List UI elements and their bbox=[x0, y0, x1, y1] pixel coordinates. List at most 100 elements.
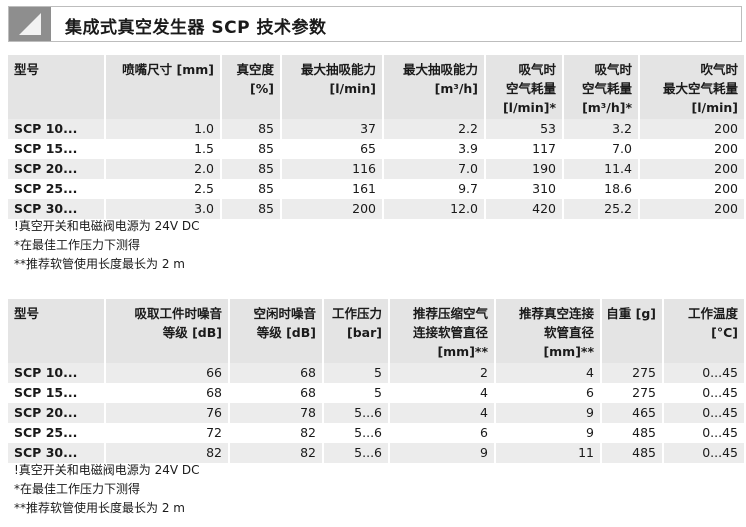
value-cell: 68 bbox=[230, 363, 324, 383]
table-row: SCP 25... 72 82 5...6 6 9 485 0...45 bbox=[8, 423, 744, 443]
value-cell: 0...45 bbox=[664, 443, 744, 463]
table-row: SCP 20... 76 78 5...6 4 9 465 0...45 bbox=[8, 403, 744, 423]
column-header-line: 吸气时 bbox=[518, 62, 556, 77]
column-header-line: [mm]** bbox=[543, 344, 594, 359]
column-header-line: 吸气时 bbox=[594, 62, 632, 77]
value-cell: 5...6 bbox=[324, 443, 390, 463]
value-cell: 200 bbox=[714, 141, 738, 156]
column-header: 型号 bbox=[8, 299, 106, 363]
model-cell: SCP 20... bbox=[8, 403, 106, 423]
column-header-line: 推荐压缩空气 bbox=[412, 306, 488, 321]
column-header: 吸取工件时噪音 等级 [dB] bbox=[106, 299, 230, 363]
value-cell: 78 bbox=[230, 403, 324, 423]
value-cell: 85 bbox=[222, 179, 282, 199]
table-row: SCP 15... 68 68 5 4 6 275 0...45 bbox=[8, 383, 744, 403]
column-header: 型号 bbox=[8, 55, 106, 119]
footnote: *在最佳工作压力下测得 bbox=[14, 238, 141, 252]
column-header-line: 自重 [g] bbox=[606, 306, 656, 321]
column-header-line: [m³/h] bbox=[434, 81, 478, 96]
value-cell: 0...45 bbox=[664, 403, 744, 423]
column-header-line: [l/min]* bbox=[502, 100, 556, 115]
column-header: 推荐真空连接软管直径 [mm]** bbox=[496, 299, 602, 363]
value-cell: 200 bbox=[282, 199, 384, 219]
value-cell: 3.9 bbox=[384, 139, 486, 159]
value-cell: 9 bbox=[496, 403, 602, 423]
column-header-line: 等级 [dB] bbox=[256, 325, 316, 340]
column-header-line: 型号 bbox=[14, 306, 40, 321]
value-cell: 82 bbox=[230, 423, 324, 443]
column-header-line: 软管直径 bbox=[543, 325, 594, 340]
value-cell: 465 bbox=[602, 403, 664, 423]
value-cell: 310 bbox=[486, 179, 564, 199]
value-cell: 2.2 bbox=[384, 119, 486, 139]
value-cell: 485 bbox=[602, 423, 664, 443]
table-row: SCP 20... 2.0 85 116 7.0 190 11.4 200 bbox=[8, 159, 744, 179]
column-header-line: 空闲时噪音 bbox=[253, 306, 316, 321]
column-header-line: 最大抽吸能力 bbox=[300, 62, 376, 77]
value-cell: 5...6 bbox=[324, 423, 390, 443]
value-cell: 5 bbox=[324, 363, 390, 383]
page-header: 集成式真空发生器 SCP 技术参数 bbox=[8, 6, 742, 42]
value-cell: 1.5 bbox=[106, 139, 222, 159]
value-cell: 2 bbox=[390, 363, 496, 383]
value-cell: 37 bbox=[282, 119, 384, 139]
value-cell: 161 bbox=[282, 179, 384, 199]
value-cell: 200 bbox=[640, 199, 744, 219]
column-header-line: [°C] bbox=[711, 325, 738, 340]
model-cell: SCP 25... bbox=[8, 179, 106, 199]
footnote: !真空开关和电磁阀电源为 24V DC bbox=[14, 219, 200, 233]
value-cell: 9 bbox=[496, 423, 602, 443]
value-cell: 200 bbox=[640, 159, 744, 179]
value-cell: 76 bbox=[106, 403, 230, 423]
value-cell: 9.7 bbox=[384, 179, 486, 199]
value-cell: 66 bbox=[106, 363, 230, 383]
value-cell: 200 bbox=[640, 119, 744, 139]
model-cell: SCP 30... bbox=[8, 443, 106, 463]
value-cell: 65 bbox=[282, 139, 384, 159]
column-header: 自重 [g] bbox=[602, 299, 664, 363]
value-cell: 0...45 bbox=[664, 363, 744, 383]
column-header-line: 推荐真空连接 bbox=[518, 306, 594, 321]
footnote: **推荐软管使用长度最长为 2 m bbox=[14, 257, 185, 271]
value-cell: 3.2 bbox=[564, 119, 640, 139]
logo bbox=[9, 7, 51, 41]
table-row: SCP 15... 1.5 85 65 3.9 117 7.0 200 bbox=[8, 139, 744, 159]
value-cell: 4 bbox=[390, 403, 496, 423]
spec-table-operation: 型号 吸取工件时噪音 等级 [dB] 空闲时噪音等级 [dB] 工作压力 [bar] 推荐压… bbox=[8, 299, 744, 463]
model-cell: SCP 15... bbox=[8, 383, 106, 403]
column-header-line: [l/min] bbox=[329, 81, 376, 96]
value-cell: 68 bbox=[230, 383, 324, 403]
value-cell: 85 bbox=[222, 119, 282, 139]
value-cell: 275 bbox=[602, 383, 664, 403]
table-row: SCP 10... 66 68 5 2 4 275 0...45 bbox=[8, 363, 744, 383]
column-header-line: 工作压力 bbox=[331, 306, 382, 321]
value-cell: 53 bbox=[486, 119, 564, 139]
column-header-line: 最大抽吸能力 bbox=[402, 62, 478, 77]
table-row: SCP 25... 2.5 85 161 9.7 310 18.6 200 bbox=[8, 179, 744, 199]
table-row: SCP 10... 1.0 85 37 2.2 53 3.2 200 bbox=[8, 119, 744, 139]
column-header: 吹气时 最大空气耗量 [l/min] bbox=[640, 55, 744, 119]
value-cell: 7.0 bbox=[384, 159, 486, 179]
table-header-row: 型号 喷嘴尺寸 [mm] 真空度 [%] 最大抽吸能力 [l/min] 最大抽吸能力 [m³/… bbox=[8, 55, 744, 119]
column-header: 最大抽吸能力 [m³/h] bbox=[384, 55, 486, 119]
value-cell: 275 bbox=[602, 363, 664, 383]
column-header-line: [bar] bbox=[347, 325, 382, 340]
value-cell: 0...45 bbox=[702, 385, 738, 400]
value-cell: 117 bbox=[486, 139, 564, 159]
column-header-line: 等级 [dB] bbox=[162, 325, 222, 340]
table-row: SCP 30... 3.0 85 200 12.0 420 25.2 200 bbox=[8, 199, 744, 219]
value-cell: 4 bbox=[390, 383, 496, 403]
column-header-line: 连接软管直径 bbox=[412, 325, 488, 340]
value-cell: 7.0 bbox=[564, 139, 640, 159]
value-cell: 2.5 bbox=[106, 179, 222, 199]
column-header: 工作压力 [bar] bbox=[324, 299, 390, 363]
model-cell: SCP 30... bbox=[8, 199, 106, 219]
column-header-line: [m³/h]* bbox=[582, 100, 632, 115]
value-cell: 4 bbox=[496, 363, 602, 383]
column-header: 吸气时 空气耗量 [m³/h]* bbox=[564, 55, 640, 119]
value-cell: 0...45 bbox=[702, 425, 738, 440]
value-cell: 485 bbox=[602, 443, 664, 463]
value-cell: 85 bbox=[222, 199, 282, 219]
value-cell: 85 bbox=[222, 159, 282, 179]
value-cell: 6 bbox=[496, 383, 602, 403]
